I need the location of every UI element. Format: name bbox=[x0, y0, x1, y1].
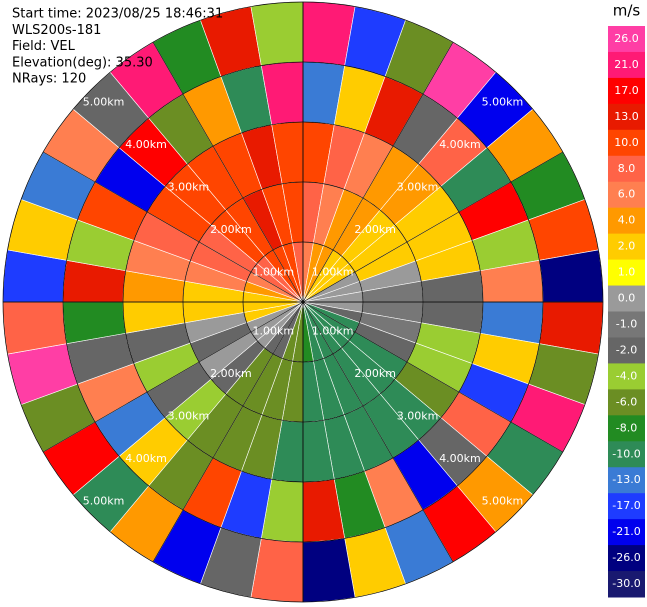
colorbar-label: 13.0 bbox=[614, 110, 639, 123]
colorbar-swatch bbox=[608, 103, 645, 131]
colorbar-label: -4.0 bbox=[616, 369, 637, 382]
colorbar-swatch bbox=[608, 129, 645, 157]
colorbar-swatch bbox=[608, 441, 645, 468]
colorbar-label: -17.0 bbox=[612, 499, 640, 512]
colorbar-swatch bbox=[608, 77, 645, 105]
colorbar-swatch bbox=[608, 415, 645, 442]
colorbar-swatch bbox=[608, 337, 645, 364]
ring-label: 4.00km bbox=[439, 452, 481, 465]
ring-label: 4.00km bbox=[125, 138, 167, 151]
colorbar-label: -10.0 bbox=[612, 447, 640, 460]
colorbar-unit: m/s bbox=[613, 2, 641, 20]
ring-label: 2.00km bbox=[354, 367, 396, 380]
info-line: WLS200s-181 bbox=[12, 23, 101, 38]
ring-label: 5.00km bbox=[482, 96, 524, 109]
colorbar-swatch bbox=[608, 181, 645, 209]
colorbar-swatch bbox=[608, 155, 645, 183]
info-line: Field: VEL bbox=[12, 39, 76, 54]
colorbar-swatch bbox=[608, 493, 645, 520]
info-line: Elevation(deg): 35.30 bbox=[12, 55, 153, 70]
colorbar-swatch bbox=[608, 285, 645, 312]
radial-line bbox=[302, 301, 454, 562]
ring-label: 5.00km bbox=[83, 494, 125, 507]
colorbar-label: 21.0 bbox=[614, 58, 639, 71]
radial-line bbox=[302, 301, 563, 453]
colorbar-label: 26.0 bbox=[614, 32, 639, 45]
ring-label: 2.00km bbox=[210, 223, 252, 236]
ring-label: 1.00km bbox=[253, 325, 295, 338]
ring-label: 3.00km bbox=[168, 180, 210, 193]
colorbar-label: -1.0 bbox=[616, 317, 637, 330]
info-block: Start time: 2023/08/25 18:46:31WLS200s-1… bbox=[12, 7, 223, 87]
ring-label: 1.00km bbox=[312, 265, 354, 278]
colorbar-swatch bbox=[608, 363, 645, 390]
colorbar-swatch bbox=[608, 571, 645, 598]
radial-line bbox=[302, 151, 563, 303]
colorbar-swatch bbox=[608, 545, 645, 572]
radial-line bbox=[302, 42, 454, 303]
ring-label: 5.00km bbox=[482, 494, 524, 507]
colorbar-label: -13.0 bbox=[612, 473, 640, 486]
colorbar-label: -30.0 bbox=[612, 577, 640, 590]
colorbar-swatch bbox=[608, 519, 645, 546]
ring-label: 2.00km bbox=[354, 223, 396, 236]
colorbar-swatch bbox=[608, 389, 645, 416]
colorbar-label: 1.0 bbox=[618, 266, 636, 279]
ring-label: 4.00km bbox=[125, 452, 167, 465]
colorbar-label: -21.0 bbox=[612, 525, 640, 538]
ring-label: 3.00km bbox=[397, 180, 439, 193]
radial-line bbox=[43, 301, 304, 453]
ring-label: 4.00km bbox=[439, 138, 481, 151]
colorbar-swatch bbox=[608, 311, 645, 338]
info-line: Start time: 2023/08/25 18:46:31 bbox=[12, 7, 223, 22]
colorbar-label: -26.0 bbox=[612, 551, 640, 564]
colorbar-label: -8.0 bbox=[616, 421, 637, 434]
colorbar-swatch bbox=[608, 467, 645, 494]
colorbar-label: -6.0 bbox=[616, 395, 637, 408]
ring-label: 1.00km bbox=[312, 325, 354, 338]
ring-label: 1.00km bbox=[253, 265, 295, 278]
colorbar-swatch bbox=[608, 26, 645, 53]
ring-label: 2.00km bbox=[210, 367, 252, 380]
colorbar-label: 2.0 bbox=[618, 240, 636, 253]
colorbar-swatch bbox=[608, 233, 645, 261]
ring-label: 3.00km bbox=[168, 410, 210, 423]
colorbar-label: 8.0 bbox=[618, 162, 636, 175]
colorbar-label: 10.0 bbox=[614, 136, 639, 149]
colorbar-label: 0.0 bbox=[618, 292, 636, 305]
colorbar-swatch bbox=[608, 259, 645, 287]
info-line: NRays: 120 bbox=[12, 72, 86, 87]
colorbar-label: 4.0 bbox=[618, 214, 636, 227]
radial-line bbox=[43, 151, 304, 303]
ring-label: 5.00km bbox=[83, 96, 125, 109]
ring-label: 3.00km bbox=[397, 410, 439, 423]
colorbar-swatch bbox=[608, 51, 645, 79]
colorbar-swatch bbox=[608, 207, 645, 235]
radial-line bbox=[152, 42, 304, 303]
colorbar-label: 6.0 bbox=[618, 188, 636, 201]
colorbar-label: -2.0 bbox=[616, 343, 637, 356]
colorbar-label: 17.0 bbox=[614, 84, 639, 97]
radial-line bbox=[152, 301, 304, 562]
